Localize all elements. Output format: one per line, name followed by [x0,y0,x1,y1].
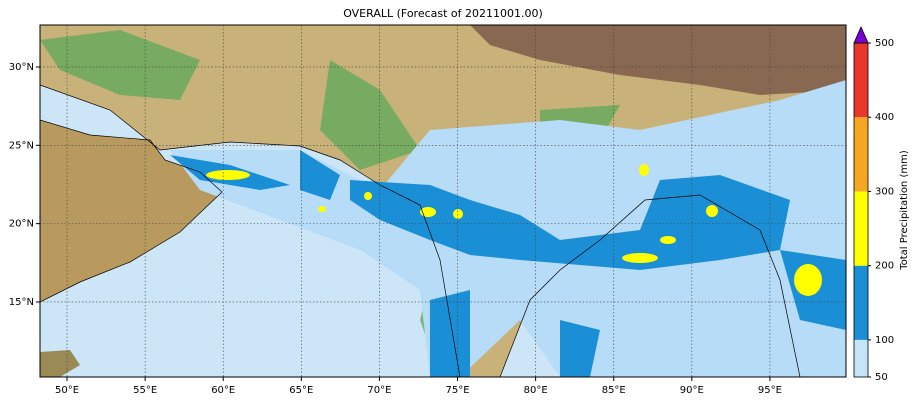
lon-tick-label: 55°E [133,385,157,396]
map [40,25,846,377]
colorbar-frame [853,42,869,378]
precip-heavy [660,236,676,244]
colorbar-segment [854,117,868,192]
colorbar-tick-label: 200 [875,261,894,272]
colorbar-extend [853,26,869,44]
title: OVERALL (Forecast of 20211001.00) [343,7,543,20]
colorbar-tick-label: 500 [875,38,894,49]
precip-heavy [622,253,658,263]
colorbar-segment [854,43,868,118]
lon-tick-label: 90°E [680,385,704,396]
precip-heavy [318,206,326,212]
precip-heavy [453,209,463,219]
lat-tick-label: 30°N [9,62,34,73]
lon-tick-label: 65°E [289,385,313,396]
lat-tick-label: 20°N [9,219,34,230]
precip-heavy [639,164,649,176]
precip-heavy [364,192,372,200]
colorbar-segment [854,339,868,377]
lon-tick-label: 95°E [758,385,782,396]
lon-tick-label: 70°E [367,385,391,396]
precip-heavy [794,264,822,296]
colorbar-tick-label: 100 [875,335,894,346]
colorbar-tick-label: 50 [875,372,888,383]
graticule [40,25,846,377]
lat-tick-label: 15°N [9,297,34,308]
lon-tick-label: 50°E [55,385,79,396]
lon-tick-label: 80°E [524,385,548,396]
colorbar-tick-label: 400 [875,112,894,123]
lon-tick-label: 60°E [211,385,235,396]
lat-tick-label: 25°N [9,140,34,151]
precip-heavy [420,207,436,217]
terrain-green [40,30,620,377]
precip-moderate [170,150,846,377]
map-frame [39,24,847,378]
precip-heavy [206,170,250,180]
colorbar-segment [854,265,868,340]
terrain-mountains [470,25,846,95]
colorbar-tick-label: 300 [875,186,894,197]
land-africa [40,350,80,377]
colorbar-segment [854,191,868,266]
colorbar-label: Total Precipitation (mm) [899,150,910,271]
land-arabia [40,120,222,302]
coastline [40,84,801,377]
lon-tick-label: 85°E [602,385,626,396]
lon-tick-label: 75°E [446,385,470,396]
precip-heavy [706,205,718,217]
